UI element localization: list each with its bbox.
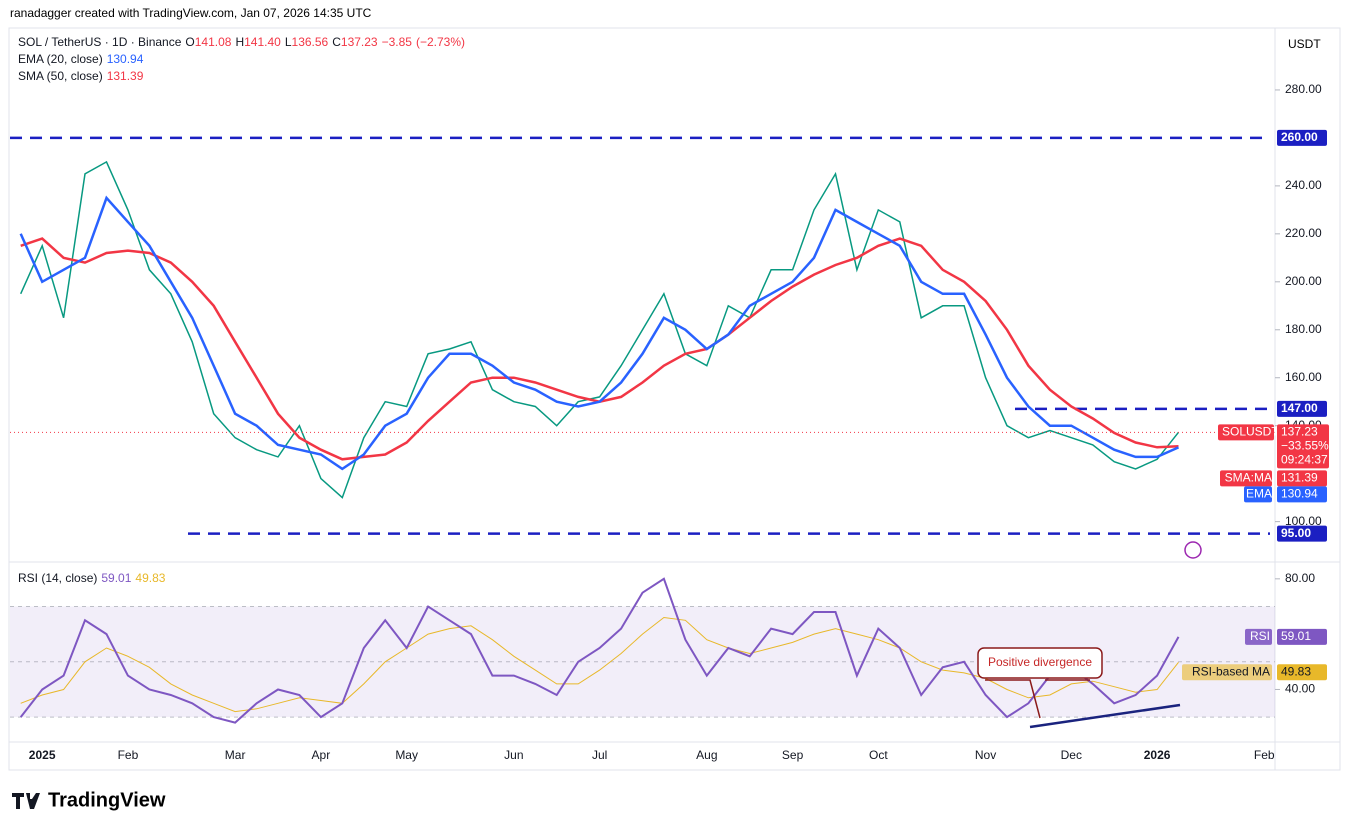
series-tag	[1220, 470, 1272, 487]
ohlc-item: O141.08	[185, 35, 231, 49]
series-line	[19, 195, 1180, 471]
indicator-name: SMA (50, close)	[18, 69, 103, 83]
logo-text: TradingView	[48, 789, 166, 811]
level-label: 95.00	[1281, 526, 1311, 540]
x-tick-label: 2026	[1144, 748, 1171, 762]
x-tick-label: Feb	[1254, 748, 1275, 762]
y-tick-label: 280.00	[1285, 82, 1322, 96]
price-header: SOL / TetherUS · 1D · Binance O141.08 H141…	[18, 35, 465, 49]
rsi-title: RSI (14, close)	[18, 571, 98, 585]
x-tick-label: Sep	[782, 748, 804, 762]
level-tag	[1277, 400, 1327, 417]
ohlc-name: H	[235, 35, 245, 49]
y-tick-label: 200.00	[1285, 274, 1322, 288]
ohlc-value: 137.23	[340, 35, 378, 49]
logo: TradingView	[12, 789, 166, 811]
rsi-value: 49.83	[1281, 664, 1311, 678]
y-tick-label: 40.00	[1285, 682, 1315, 696]
rsi-tag	[1245, 628, 1272, 645]
annotation-box	[977, 647, 1103, 679]
frame	[8, 27, 1341, 771]
series-line	[19, 577, 1180, 724]
price-change: −33.55%	[1281, 439, 1329, 453]
x-tick-label: Aug	[696, 748, 717, 762]
ohlc-item: H141.40	[235, 35, 280, 49]
annotation-text: Positive divergence	[988, 655, 1092, 669]
series-line	[20, 160, 1180, 499]
level-label: 147.00	[1281, 401, 1318, 415]
x-tick-label: May	[395, 748, 418, 762]
x-tick-label: Dec	[1061, 748, 1082, 762]
price-tag-value: 137.23	[1281, 425, 1318, 439]
level-tag	[1277, 129, 1327, 146]
series-value: 130.94	[1281, 487, 1318, 501]
alert-icon	[1184, 541, 1202, 559]
indicator-value: 130.94	[106, 52, 144, 66]
divergence-callout	[985, 679, 1090, 719]
ohlc-item: L136.56	[285, 35, 328, 49]
x-tick-label: Apr	[312, 748, 331, 762]
logo-icon	[12, 793, 40, 809]
rsi-value: 59.01	[101, 571, 132, 585]
level-label: 260.00	[1281, 130, 1318, 144]
ohlc-item: −3.85	[382, 35, 412, 49]
level-tag	[1277, 525, 1327, 542]
y-tick-label: 220.00	[1285, 226, 1322, 240]
ohlc-name: O	[185, 35, 195, 49]
rsi-tag-label: RSI	[1250, 629, 1270, 643]
x-tick-label: Feb	[118, 748, 139, 762]
y-tick-label: 100.00	[1285, 514, 1322, 528]
rsi-value: 49.83	[135, 571, 166, 585]
ohlc-item: (−2.73%)	[416, 35, 465, 49]
series-value-tag	[1277, 470, 1327, 487]
series-tag	[1218, 424, 1274, 441]
y-tick-label: 80.00	[1285, 571, 1315, 585]
series-tag-label: SMA:MA	[1225, 471, 1272, 485]
series-tag-label: EMA	[1246, 487, 1272, 501]
rsi-tag-label: RSI-based MA	[1192, 664, 1270, 678]
rsi-value-tag	[1277, 664, 1327, 681]
rsi-value: 59.01	[1281, 629, 1311, 643]
x-tick-label: Oct	[869, 748, 888, 762]
indicator-row: EMA (20, close) 130.94	[18, 52, 143, 66]
x-tick-label: Jun	[504, 748, 523, 762]
ohlc-value: (−2.73%)	[415, 35, 465, 49]
x-tick-label: Jul	[592, 748, 607, 762]
indicator-value: 131.39	[106, 69, 144, 83]
ohlc-value: 136.56	[291, 35, 329, 49]
series-value: 131.39	[1281, 471, 1318, 485]
series-value-tag	[1277, 486, 1327, 503]
series-tag-label: SOLUSDT	[1222, 425, 1279, 439]
price-tag	[1277, 424, 1329, 469]
series-tag	[1244, 486, 1272, 503]
indicator-name: EMA (20, close)	[18, 52, 103, 66]
indicator-header: EMA (20, close) 130.94 SMA (50, close) 131.…	[18, 52, 143, 83]
author-line: ranadagger created with TradingView.com,…	[10, 6, 372, 20]
ohlc-value: 141.40	[244, 35, 281, 49]
rsi-tag	[1182, 664, 1272, 681]
x-tick-label: Mar	[225, 748, 246, 762]
symbol-title: SOL / TetherUS · 1D · Binance	[18, 35, 182, 49]
ohlc-name: L	[284, 35, 292, 49]
y-tick-label: 180.00	[1285, 322, 1322, 336]
y-tick-label: 160.00	[1285, 370, 1322, 384]
indicator-row: SMA (50, close) 131.39	[18, 69, 143, 83]
ohlc-item: C137.23	[332, 35, 377, 49]
x-tick-label: Nov	[975, 748, 996, 762]
rsi-value-tag	[1277, 628, 1327, 645]
currency: USDT	[1288, 37, 1321, 51]
ohlc-value: 141.08	[194, 35, 232, 49]
x-tick-label: 2025	[29, 748, 56, 762]
trendline	[1029, 703, 1181, 729]
countdown: 09:24:37	[1281, 453, 1328, 467]
rsi-header: RSI (14, close) 59.01 49.83	[18, 571, 165, 585]
y-tick-label: 240.00	[1285, 178, 1322, 192]
ohlc-name: C	[332, 35, 341, 49]
ohlc-value: −3.85	[381, 35, 412, 49]
